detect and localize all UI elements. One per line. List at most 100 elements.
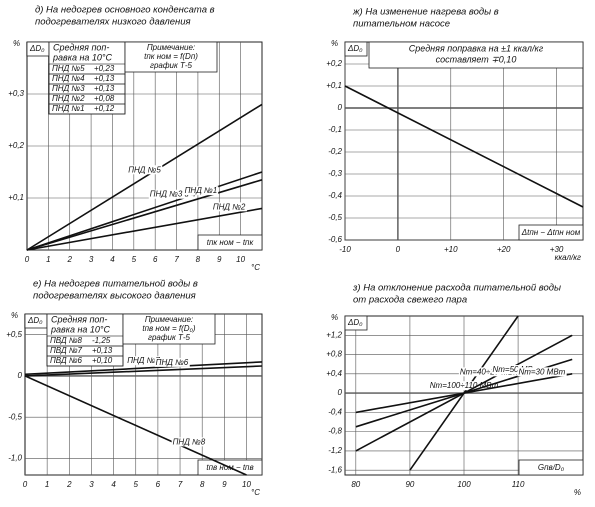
y-tick-label: -0,5 — [328, 213, 342, 222]
y-label: ΔD₀ — [347, 44, 363, 53]
series-label-bg — [171, 437, 207, 447]
table-cell: ПНД №5 — [52, 64, 85, 73]
chart-title: е) На недогрев питательной воды в — [33, 279, 198, 290]
x-tick-label: 2 — [66, 480, 72, 489]
y-tick-label: +0,1 — [8, 193, 24, 202]
y-label: ΔD₀ — [29, 44, 45, 53]
y-tick-label: -1,6 — [328, 465, 342, 474]
y-label: ΔD₀ — [27, 316, 43, 325]
table-cell: +0,12 — [94, 104, 115, 113]
data-line — [26, 103, 263, 251]
note: Примечание: — [147, 43, 195, 52]
series-label-bg — [148, 189, 198, 199]
chart-title: питательном насосе — [353, 19, 450, 30]
y-tick-label: -0,3 — [328, 169, 342, 178]
x-tick-label: 1 — [45, 480, 49, 489]
y-tick-label: +0,8 — [326, 350, 342, 359]
x-tick-label: 9 — [217, 255, 222, 264]
ylabel-box — [344, 315, 368, 331]
note: Средняя поправка на ±1 ккал/кг — [409, 43, 544, 53]
y-tick-label: -0,4 — [328, 407, 342, 416]
y-tick-label: 0 — [338, 103, 343, 112]
y-tick-label: +1,2 — [326, 330, 342, 339]
series-label-bg — [458, 367, 522, 377]
table-header: Средняя поп- — [51, 314, 107, 324]
table-cell: +0,13 — [94, 74, 115, 83]
x-tick-label: 9 — [222, 480, 227, 489]
x-label: Δtпн − Δtпн ном — [521, 228, 581, 237]
y-tick-label: -0,2 — [328, 147, 342, 156]
series-label-bg — [428, 381, 500, 391]
x-tick-label: 6 — [153, 255, 158, 264]
x-label: Gпв/D₀ — [538, 463, 565, 472]
table-header: равка на 10°C — [50, 324, 111, 334]
x-tick-label: 8 — [196, 255, 201, 264]
chart-title: подогревателях высокого давления — [33, 291, 196, 302]
note: составляет ∓0,10 — [436, 54, 517, 64]
table-cell: ПНД №2 — [52, 94, 85, 103]
x-tick-label: 2 — [67, 255, 73, 264]
note-box — [122, 313, 216, 345]
series-label: Nт=30 МВт — [518, 367, 565, 376]
ylabel-box — [344, 41, 368, 57]
data-line — [26, 207, 263, 251]
x-tick-label: 5 — [134, 480, 139, 489]
series-label-bg — [183, 186, 219, 196]
series-label-bg — [517, 367, 567, 377]
table-cell: +0,08 — [94, 94, 115, 103]
table-cell: ПНД №4 — [52, 74, 85, 83]
data-line — [344, 85, 584, 208]
y-tick-label: +0,4 — [326, 369, 342, 378]
series-label-bg — [154, 357, 190, 367]
series-label-bg — [126, 356, 162, 366]
series-label: Nт=100÷110 МВт — [430, 381, 499, 390]
table-header: равка на 10°C — [52, 52, 113, 62]
table-cell: ПВД №6 — [50, 356, 82, 365]
xlabel-box — [518, 459, 584, 476]
table-cell: ПНД №1 — [52, 104, 85, 113]
chart-title: ж) На изменение нагрева воды в — [352, 7, 499, 18]
note: tпв ном = f(D₀) — [142, 324, 196, 333]
y-tick-label: -1,2 — [328, 446, 342, 455]
table-cell: +0,10 — [92, 356, 113, 365]
xlabel-box — [197, 234, 263, 251]
x-tick-label: 7 — [174, 255, 179, 264]
x-tick-label: 4 — [111, 480, 116, 489]
x-tick-label: 1 — [46, 255, 50, 264]
x-tick-label: +10 — [444, 245, 458, 254]
x-tick-label: +30 — [550, 245, 564, 254]
x-tick-label: 3 — [89, 480, 94, 489]
chart-title: з) На отклонение расхода питательной вод… — [352, 283, 561, 294]
x-tick-label: 10 — [236, 255, 245, 264]
y-tick-label: 0 — [18, 371, 23, 380]
table-row — [46, 355, 124, 367]
data-line — [24, 365, 263, 377]
y-tick-label: -1,0 — [8, 454, 22, 463]
x-tick-label: 5 — [132, 255, 137, 264]
x-tick-label: 8 — [200, 480, 205, 489]
y-unit: % — [13, 39, 20, 48]
x-tick-label: 7 — [178, 480, 183, 489]
x-unit: °C — [251, 263, 260, 272]
x-tick-label: 90 — [405, 480, 414, 489]
series-label: ПНД №3 и 4 — [150, 190, 196, 199]
chart-title: подогревателях низкого давления — [35, 17, 191, 28]
y-tick-label: -0,1 — [328, 125, 342, 134]
y-unit: % — [331, 39, 338, 48]
table-cell: ПНД №3 — [52, 84, 85, 93]
x-tick-label: 80 — [351, 480, 360, 489]
chart-title: от расхода свежего пара — [353, 295, 467, 306]
data-line — [24, 375, 247, 476]
note: график Т-5 — [148, 333, 191, 342]
table-row — [48, 103, 126, 115]
note: график Т-5 — [150, 61, 193, 70]
table-cell: ПВД №8 — [50, 336, 82, 345]
x-unit: % — [574, 488, 581, 497]
y-tick-label: -0,8 — [328, 427, 342, 436]
x-unit: ккал/кг — [555, 253, 581, 262]
note: Примечание: — [145, 315, 193, 324]
x-tick-label: 0 — [25, 255, 30, 264]
x-tick-label: -10 — [339, 245, 351, 254]
y-label: ΔD₀ — [347, 318, 363, 327]
series-label: ПНД №6 — [156, 358, 189, 367]
